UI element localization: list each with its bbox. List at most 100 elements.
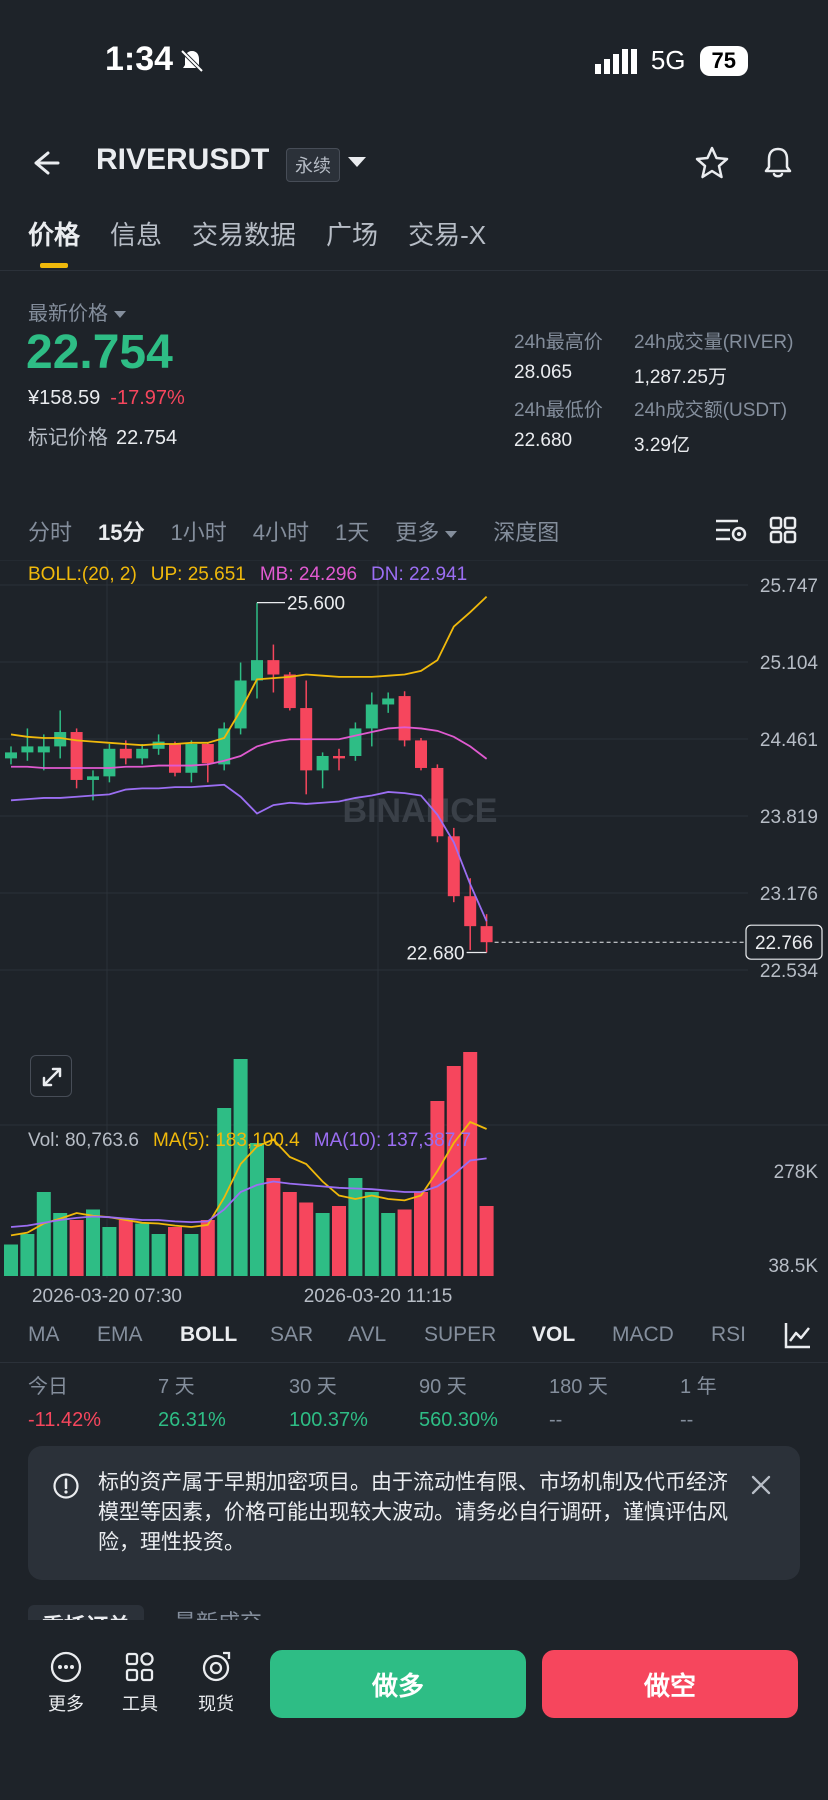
volume-bar — [463, 1052, 478, 1276]
long-button[interactable]: 做多 — [270, 1650, 526, 1718]
perf-value: 560.30% — [419, 1409, 498, 1431]
spot-icon — [202, 1651, 231, 1682]
mute-bell-icon — [180, 49, 204, 73]
boll-legend-dn: DN: 22.941 — [371, 564, 468, 585]
candle-body — [152, 741, 165, 749]
candle-body — [234, 680, 247, 729]
candle-body — [5, 752, 17, 759]
indicator-boll[interactable]: BOLL — [180, 1323, 238, 1346]
current-price-tag — [745, 924, 823, 960]
stat-24h-volume-value: 1,287.25万 — [634, 367, 727, 388]
candle-body — [54, 732, 67, 747]
boll-legend-name: BOLL:(20, 2) — [28, 564, 137, 585]
y-axis-label: 22.534 — [760, 961, 819, 982]
symbol-title[interactable]: RIVERUSDT — [96, 143, 270, 176]
tab-square[interactable]: 广场 — [326, 220, 379, 250]
indicator-vol[interactable]: VOL — [532, 1323, 576, 1346]
layout-grid-icon[interactable] — [768, 515, 798, 545]
perpetual-tag: 永续 — [286, 148, 340, 182]
more-button[interactable]: 更多 — [36, 1650, 96, 1716]
volume-bar — [430, 1101, 445, 1276]
fullscreen-button[interactable] — [30, 1055, 72, 1097]
cny-price: ¥158.59 — [28, 387, 101, 409]
candle-body — [251, 660, 263, 681]
boll-legend-up: UP: 25.651 — [150, 564, 246, 585]
volume-bar — [135, 1223, 150, 1276]
indicator-rsi[interactable]: RSI — [711, 1323, 747, 1346]
volume-bar — [299, 1202, 314, 1276]
interval-15m[interactable]: 15分 — [98, 520, 145, 545]
interval-more[interactable]: 更多 — [395, 515, 458, 547]
indicator-super[interactable]: SUPER — [424, 1323, 497, 1346]
favorite-star-icon[interactable] — [692, 143, 732, 183]
perf-label: 7 天 — [158, 1376, 195, 1398]
indicator-chart-icon[interactable] — [783, 1320, 813, 1350]
indicator-avl[interactable]: AVL — [348, 1323, 387, 1346]
volume-bar — [315, 1213, 330, 1276]
change-percent: -17.97% — [110, 387, 185, 409]
current-price-tag-label: 22.766 — [755, 933, 813, 954]
last-price: 22.754 — [26, 326, 173, 379]
volume-bar — [446, 1066, 461, 1276]
tabs-divider — [0, 270, 828, 271]
volume-bar — [332, 1206, 346, 1276]
chart-settings-icon[interactable] — [714, 515, 748, 545]
back-arrow-icon[interactable] — [28, 143, 68, 183]
info-icon — [53, 1473, 79, 1499]
interval-line[interactable]: 分时 — [28, 520, 73, 545]
indicator-ema[interactable]: EMA — [97, 1323, 143, 1346]
volume-bar — [118, 1220, 133, 1276]
perf-1y: 1 年 -- — [680, 1370, 717, 1432]
volume-bar — [348, 1178, 363, 1276]
candle-body — [119, 748, 132, 759]
indicator-macd[interactable]: MACD — [612, 1323, 674, 1346]
perf-value: -11.42% — [28, 1409, 102, 1431]
tab-trading-data[interactable]: 交易数据 — [192, 220, 297, 250]
stat-24h-turnover: 24h成交额(USDT) 3.29亿 — [634, 395, 787, 457]
stat-24h-low-value: 22.680 — [514, 430, 573, 451]
candle-body — [349, 728, 362, 756]
volume-bar — [479, 1206, 494, 1276]
perf-value: -- — [549, 1409, 563, 1431]
spot-button[interactable]: 现货 — [186, 1650, 246, 1716]
stat-24h-volume-label: 24h成交量(RIVER) — [634, 332, 794, 353]
battery-icon: 75 — [699, 45, 748, 76]
alert-bell-icon[interactable] — [758, 143, 798, 183]
perf-7d: 7 天 26.31% — [158, 1370, 226, 1432]
caret-down-icon — [114, 311, 126, 319]
tools-button[interactable]: 工具 — [110, 1650, 170, 1716]
close-icon[interactable] — [748, 1472, 774, 1498]
tab-info[interactable]: 信息 — [110, 220, 163, 250]
interval-depth[interactable]: 深度图 — [493, 520, 560, 545]
interval-1d[interactable]: 1天 — [335, 520, 370, 545]
spot-label: 现货 — [198, 1694, 234, 1714]
volume-bar — [168, 1227, 182, 1276]
candle-body — [185, 744, 198, 773]
volume-bar — [20, 1234, 35, 1276]
volume-bar — [364, 1192, 379, 1276]
short-button[interactable]: 做空 — [542, 1650, 798, 1718]
volume-bar — [217, 1108, 232, 1276]
volume-legend: Vol: 80,763.6 MA(5): 183,100.4 MA(10): 1… — [28, 1130, 471, 1152]
stat-24h-high-value: 28.065 — [514, 362, 573, 383]
boll-legend: BOLL:(20, 2) UP: 25.651 MB: 24.296 DN: 2… — [28, 564, 467, 586]
interval-1h[interactable]: 1小时 — [170, 520, 227, 545]
indicator-ma[interactable]: MA — [28, 1323, 60, 1346]
candle-body — [37, 746, 50, 753]
price-chart[interactable]: 25.747 25.104 24.461 23.819 23.176 22.534 BINA… — [0, 560, 828, 1310]
stat-24h-turnover-label: 24h成交额(USDT) — [634, 400, 788, 421]
tab-trade-x[interactable]: 交易-X — [408, 220, 487, 250]
boll-legend-mb: MB: 24.296 — [259, 564, 358, 585]
y-axis-label: 25.104 — [760, 653, 819, 674]
candle-body — [431, 767, 444, 837]
indicator-sar[interactable]: SAR — [270, 1323, 314, 1346]
volume-bar — [36, 1192, 51, 1276]
interval-4h[interactable]: 4小时 — [252, 520, 309, 545]
last-price-label[interactable]: 最新价格 — [28, 297, 126, 326]
tab-price[interactable]: 价格 — [28, 215, 80, 268]
boll-up-line — [10, 595, 488, 747]
symbol-dropdown-icon[interactable] — [348, 157, 366, 167]
interval-more-label: 更多 — [395, 520, 440, 545]
tools-icon — [125, 1652, 154, 1682]
signal-icon — [594, 48, 637, 74]
